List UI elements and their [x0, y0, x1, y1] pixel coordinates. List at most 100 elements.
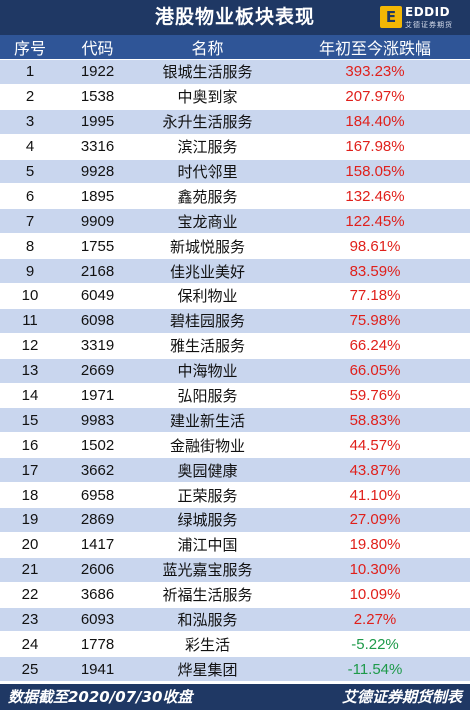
- name-cell: 雅生活服务: [135, 333, 280, 359]
- change-cell: 10.30%: [280, 557, 470, 583]
- rank-cell: 12: [0, 333, 60, 359]
- name-cell: 佳兆业美好: [135, 258, 280, 285]
- code-cell: 1778: [60, 631, 135, 658]
- name-cell: 滨江服务: [135, 134, 280, 160]
- rank-cell: 6: [0, 183, 60, 210]
- rank-cell: 8: [0, 233, 60, 260]
- change-cell: 19.80%: [280, 532, 470, 558]
- performance-table: 序号 代码 名称 年初至今涨跌幅 1 1922 银城生活服务 393.23% 2 1538…: [0, 35, 470, 708]
- rank-cell: 20: [0, 532, 60, 558]
- header-name: 名称: [135, 35, 280, 60]
- table-row: 23 6093 和泓服务 2.27%: [0, 607, 470, 633]
- table-row: 1 1922 银城生活服务 393.23%: [0, 59, 470, 85]
- table-row: 24 1778 彩生活 -5.22%: [0, 631, 470, 658]
- name-cell: 新城悦服务: [135, 233, 280, 260]
- change-cell: 41.10%: [280, 482, 470, 509]
- code-cell: 6049: [60, 283, 135, 309]
- change-cell: -5.22%: [280, 631, 470, 658]
- rank-cell: 24: [0, 631, 60, 658]
- name-cell: 银城生活服务: [135, 59, 280, 85]
- name-cell: 金融街物业: [135, 432, 280, 459]
- rank-cell: 9: [0, 258, 60, 285]
- table-row: 16 1502 金融街物业 44.57%: [0, 432, 470, 459]
- logo-name: EDDID: [405, 5, 451, 19]
- name-cell: 时代邻里: [135, 159, 280, 185]
- change-cell: 83.59%: [280, 258, 470, 285]
- code-cell: 1417: [60, 532, 135, 558]
- name-cell: 弘阳服务: [135, 383, 280, 409]
- table-row: 12 3319 雅生活服务 66.24%: [0, 333, 470, 359]
- table-row: 2 1538 中奥到家 207.97%: [0, 84, 470, 110]
- eddid-logo: E EDDID 艾德证券期货: [380, 4, 464, 32]
- rank-cell: 19: [0, 507, 60, 533]
- name-cell: 和泓服务: [135, 607, 280, 633]
- code-cell: 1941: [60, 656, 135, 683]
- table-row: 15 9983 建业新生活 58.83%: [0, 407, 470, 434]
- change-cell: 122.45%: [280, 208, 470, 235]
- name-cell: 奥园健康: [135, 457, 280, 484]
- name-cell: 绿城服务: [135, 507, 280, 533]
- change-cell: 75.98%: [280, 308, 470, 334]
- code-cell: 2168: [60, 258, 135, 285]
- code-cell: 3319: [60, 333, 135, 359]
- table-body: 1 1922 银城生活服务 393.23% 2 1538 中奥到家 207.97% 3 1995 永…: [0, 59, 470, 708]
- name-cell: 中海物业: [135, 358, 280, 384]
- change-cell: 132.46%: [280, 183, 470, 210]
- code-cell: 3686: [60, 582, 135, 608]
- header-code: 代码: [60, 35, 135, 60]
- rank-cell: 7: [0, 208, 60, 235]
- rank-cell: 10: [0, 283, 60, 309]
- table-row: 8 1755 新城悦服务 98.61%: [0, 233, 470, 260]
- change-cell: 10.09%: [280, 582, 470, 608]
- name-cell: 宝龙商业: [135, 208, 280, 235]
- code-cell: 3316: [60, 134, 135, 160]
- rank-cell: 4: [0, 134, 60, 160]
- footer-bar: 数据截至2020/07/30收盘 艾德证券期货制表: [0, 684, 470, 710]
- code-cell: 1922: [60, 59, 135, 85]
- rank-cell: 14: [0, 383, 60, 409]
- table-row: 5 9928 时代邻里 158.05%: [0, 159, 470, 185]
- table-row: 9 2168 佳兆业美好 83.59%: [0, 258, 470, 285]
- table-row: 13 2669 中海物业 66.05%: [0, 358, 470, 384]
- table-row: 20 1417 浦江中国 19.80%: [0, 532, 470, 558]
- code-cell: 1538: [60, 84, 135, 110]
- table-row: 17 3662 奥园健康 43.87%: [0, 457, 470, 484]
- rank-cell: 16: [0, 432, 60, 459]
- name-cell: 鑫苑服务: [135, 183, 280, 210]
- change-cell: 77.18%: [280, 283, 470, 309]
- header-rank: 序号: [0, 35, 60, 60]
- rank-cell: 18: [0, 482, 60, 509]
- rank-cell: 3: [0, 109, 60, 135]
- header-change: 年初至今涨跌幅: [280, 35, 470, 60]
- table-row: 6 1895 鑫苑服务 132.46%: [0, 183, 470, 210]
- title-bar: 港股物业板块表现 E EDDID 艾德证券期货: [0, 0, 470, 35]
- change-cell: 43.87%: [280, 457, 470, 484]
- rank-cell: 11: [0, 308, 60, 334]
- code-cell: 1502: [60, 432, 135, 459]
- rank-cell: 13: [0, 358, 60, 384]
- rank-cell: 22: [0, 582, 60, 608]
- table-row: 14 1971 弘阳服务 59.76%: [0, 383, 470, 409]
- table-row: 4 3316 滨江服务 167.98%: [0, 134, 470, 160]
- change-cell: 59.76%: [280, 383, 470, 409]
- code-cell: 2606: [60, 557, 135, 583]
- name-cell: 祈福生活服务: [135, 582, 280, 608]
- rank-cell: 5: [0, 159, 60, 185]
- rank-cell: 15: [0, 407, 60, 434]
- change-cell: 27.09%: [280, 507, 470, 533]
- logo-subtitle: 艾德证券期货: [405, 21, 453, 29]
- table-title: 港股物业板块表现: [154, 6, 315, 28]
- change-cell: 66.24%: [280, 333, 470, 359]
- name-cell: 建业新生活: [135, 407, 280, 434]
- table-row: 22 3686 祈福生活服务 10.09%: [0, 582, 470, 608]
- name-cell: 保利物业: [135, 283, 280, 309]
- table-row: 18 6958 正荣服务 41.10%: [0, 482, 470, 509]
- name-cell: 烨星集团: [135, 656, 280, 683]
- name-cell: 蓝光嘉宝服务: [135, 557, 280, 583]
- code-cell: 6098: [60, 308, 135, 334]
- name-cell: 碧桂园服务: [135, 308, 280, 334]
- rank-cell: 2: [0, 84, 60, 110]
- change-cell: 158.05%: [280, 159, 470, 185]
- table-row: 11 6098 碧桂园服务 75.98%: [0, 308, 470, 334]
